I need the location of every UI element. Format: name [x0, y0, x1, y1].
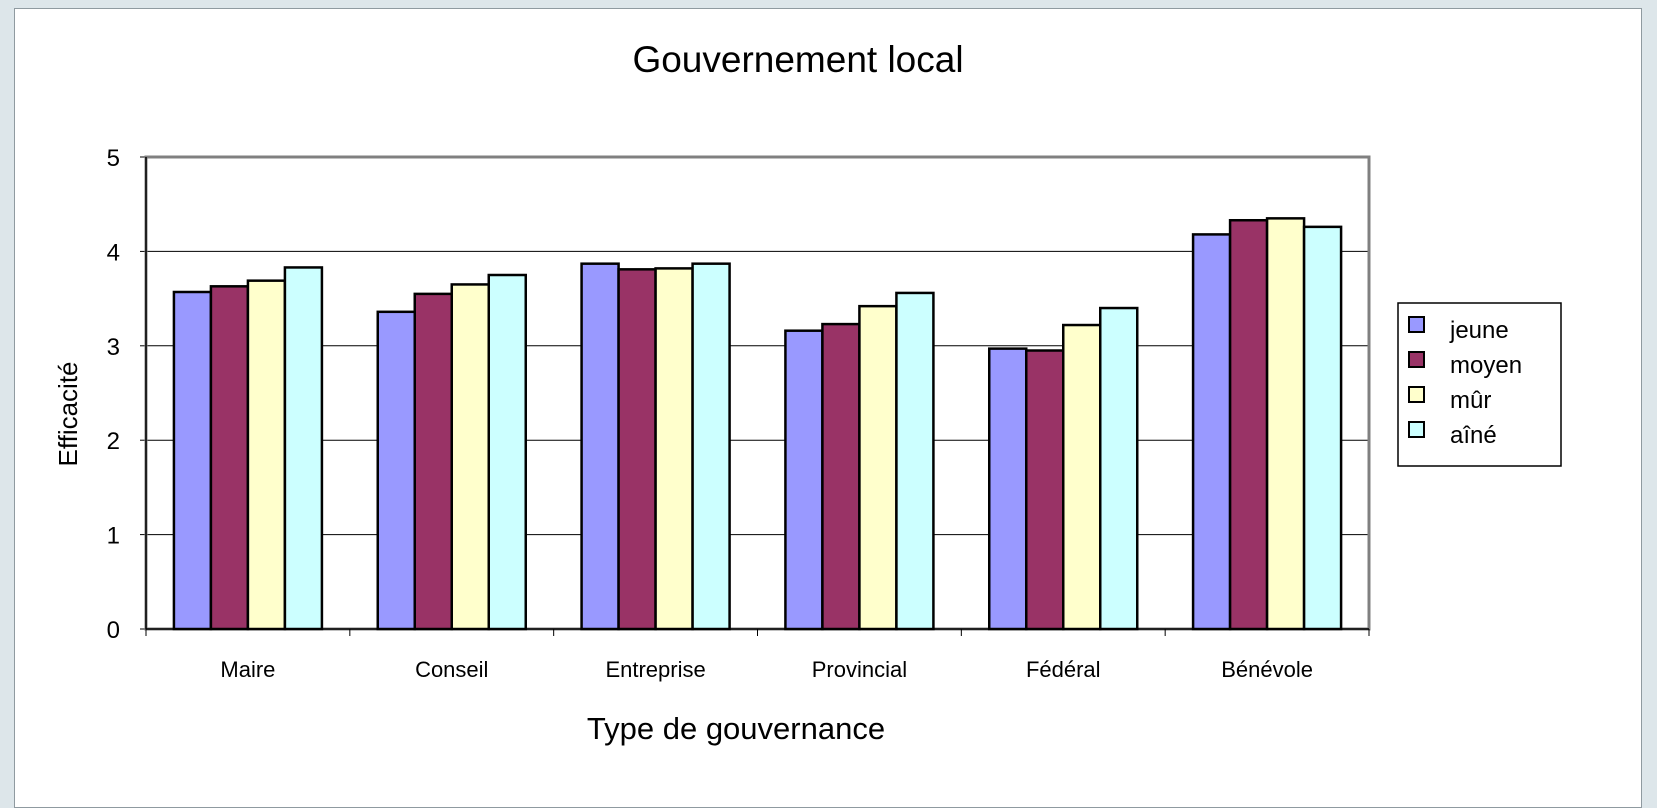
plot-border [144, 155, 1371, 631]
bar-jeune-Maire [172, 290, 213, 631]
bar-jeune-Bénévole [1191, 233, 1232, 631]
chart-title: Gouvernement local [632, 39, 963, 80]
x-tick-label: Provincial [812, 657, 907, 682]
x-tick-label: Bénévole [1221, 657, 1313, 682]
chart: Gouvernement local 0 1 2 3 4 5 Maire Conseil En… [53, 39, 1562, 746]
x-tick-label: Maire [220, 657, 275, 682]
bar-aîné-Fédéral [1099, 306, 1139, 631]
bar-moyen-Entreprise [617, 268, 657, 631]
chart-frame: Gouvernement local 0 1 2 3 4 5 Maire Conseil En… [14, 8, 1642, 808]
legend: jeune moyen mûr aîné [1397, 302, 1562, 467]
bar-moyen-Provincial [821, 322, 861, 631]
bar-jeune-Fédéral [988, 347, 1028, 631]
bar-aîné-Entreprise [691, 262, 731, 631]
bar-moyen-Fédéral [1025, 349, 1065, 631]
x-axis-ticks: Maire Conseil Entreprise Provincial Fédéral B… [145, 629, 1370, 682]
bar-aîné-Conseil [487, 273, 527, 631]
x-tick-label: Fédéral [1026, 657, 1101, 682]
y-tick-label: 0 [107, 617, 120, 644]
bar-mûr-Fédéral [1062, 323, 1102, 631]
x-tick-label: Conseil [415, 657, 488, 682]
bar-moyen-Conseil [413, 292, 453, 631]
y-tick-label: 3 [107, 334, 120, 361]
legend-label-mûr: mûr [1450, 387, 1491, 414]
legend-label-moyen: moyen [1450, 352, 1522, 379]
legend-label-aîné: aîné [1450, 422, 1497, 449]
x-tick-label: Entreprise [605, 657, 705, 682]
y-tick-label: 1 [107, 523, 120, 550]
bars [172, 217, 1343, 631]
legend-box [1397, 302, 1562, 467]
bar-moyen-Maire [209, 285, 250, 631]
y-axis-label: Efficacité [53, 361, 83, 466]
bar-jeune-Entreprise [580, 262, 620, 631]
y-tick-label: 2 [107, 428, 120, 455]
bar-aîné-Maire [283, 266, 324, 631]
bar-mûr-Bénévole [1265, 217, 1306, 631]
bar-jeune-Conseil [376, 310, 416, 631]
bar-mûr-Maire [246, 279, 287, 631]
legend-label-jeune: jeune [1449, 317, 1509, 344]
y-tick-label: 5 [107, 145, 120, 172]
legend-swatch-aîné [1408, 421, 1425, 438]
legend-swatch-moyen [1408, 351, 1425, 368]
y-tick-label: 4 [107, 239, 120, 266]
bar-mûr-Entreprise [654, 267, 694, 631]
x-axis-label: Type de gouvernance [587, 711, 885, 746]
bar-moyen-Bénévole [1228, 218, 1269, 631]
legend-swatch-jeune [1408, 316, 1425, 333]
bar-mûr-Provincial [858, 304, 898, 631]
bar-aîné-Provincial [895, 291, 935, 631]
bar-jeune-Provincial [784, 329, 824, 631]
legend-swatch-mûr [1408, 386, 1425, 403]
bar-mûr-Conseil [450, 283, 490, 631]
bar-aîné-Bénévole [1302, 225, 1343, 631]
